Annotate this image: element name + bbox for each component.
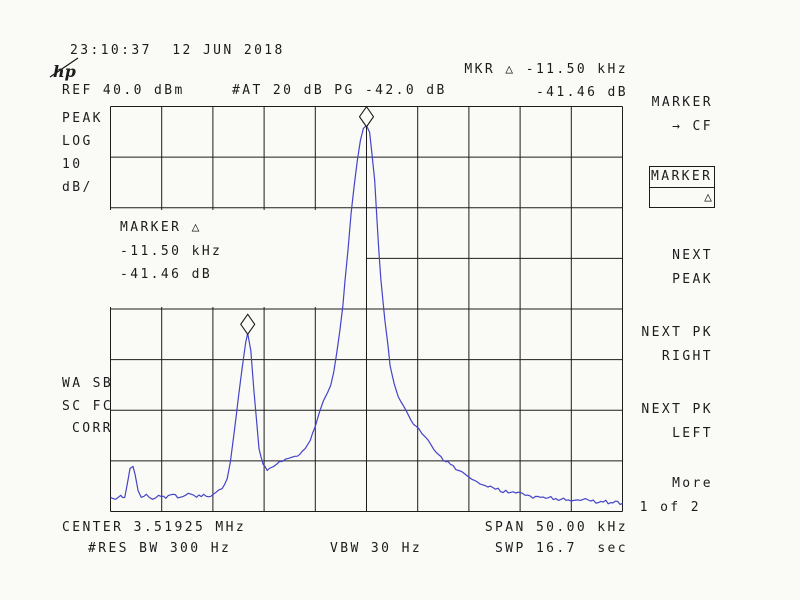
sweep-label: SWP 16.7 sec <box>495 541 628 556</box>
status-sc-fc: SC FC <box>62 399 114 414</box>
delta-icon: △ <box>704 190 712 205</box>
detector-mode-label: PEAK <box>62 111 103 126</box>
scale-value-label: 10 <box>62 157 83 172</box>
softkey-label: RIGHT <box>661 348 713 364</box>
softkey-label: NEXT PK <box>641 325 713 340</box>
timestamp: 23:10:37 12 JUN 2018 <box>70 43 285 58</box>
softkey-marker-to-cf[interactable]: MARKER → CF <box>573 95 713 142</box>
softkey-next-pk-left[interactable]: NEXT PK LEFT <box>573 402 713 449</box>
svg-text:hp: hp <box>53 62 76 81</box>
scale-unit-label: dB/ <box>62 180 93 195</box>
marker-delta-freq-readout: MKR △ -11.50 kHz <box>464 62 628 77</box>
video-bw-label: VBW 30 Hz <box>330 541 423 556</box>
marker-readout-title: MARKER △ <box>120 220 202 235</box>
softkey-label: LEFT <box>672 425 713 441</box>
status-corr: CORR <box>72 421 113 436</box>
ref-level-label: REF 40.0 dBm <box>62 83 185 98</box>
marker-readout-amp: -41.46 dB <box>120 267 213 282</box>
marker-delta-amp-readout: -41.46 dB <box>535 85 628 100</box>
hp-logo: hp <box>49 57 79 81</box>
softkey-next-peak[interactable]: NEXT PEAK <box>573 248 713 295</box>
spectrum-plot <box>109 105 624 513</box>
softkey-label: More <box>672 476 713 491</box>
reference-marker-diamond <box>358 105 375 128</box>
softkey-label: MARKER <box>650 167 714 188</box>
softkey-label: 1 of 2 <box>639 499 701 515</box>
center-freq-label: CENTER 3.51925 MHz <box>62 520 247 535</box>
softkey-more[interactable]: More 1 of 2 <box>573 476 713 523</box>
softkey-label: PEAK <box>672 271 713 287</box>
res-bw-label: #RES BW 300 Hz <box>88 541 232 556</box>
span-label: SPAN 50.00 kHz <box>484 520 628 535</box>
softkey-label: MARKER <box>651 95 713 110</box>
softkey-label: NEXT PK <box>641 402 713 417</box>
softkey-label: NEXT <box>672 248 713 263</box>
spectrum-trace-svg <box>109 105 623 512</box>
softkey-next-pk-right[interactable]: NEXT PK RIGHT <box>573 325 713 372</box>
status-wa-sb: WA SB <box>62 376 114 391</box>
softkey-marker-delta[interactable]: MARKER △ <box>649 166 715 208</box>
scale-type-label: LOG <box>62 134 93 149</box>
delta-marker-diamond <box>240 313 256 336</box>
marker-readout-freq: -11.50 kHz <box>120 244 223 259</box>
softkey-label: → CF <box>672 118 713 134</box>
attenuation-label: #AT 20 dB PG -42.0 dB <box>232 83 447 98</box>
